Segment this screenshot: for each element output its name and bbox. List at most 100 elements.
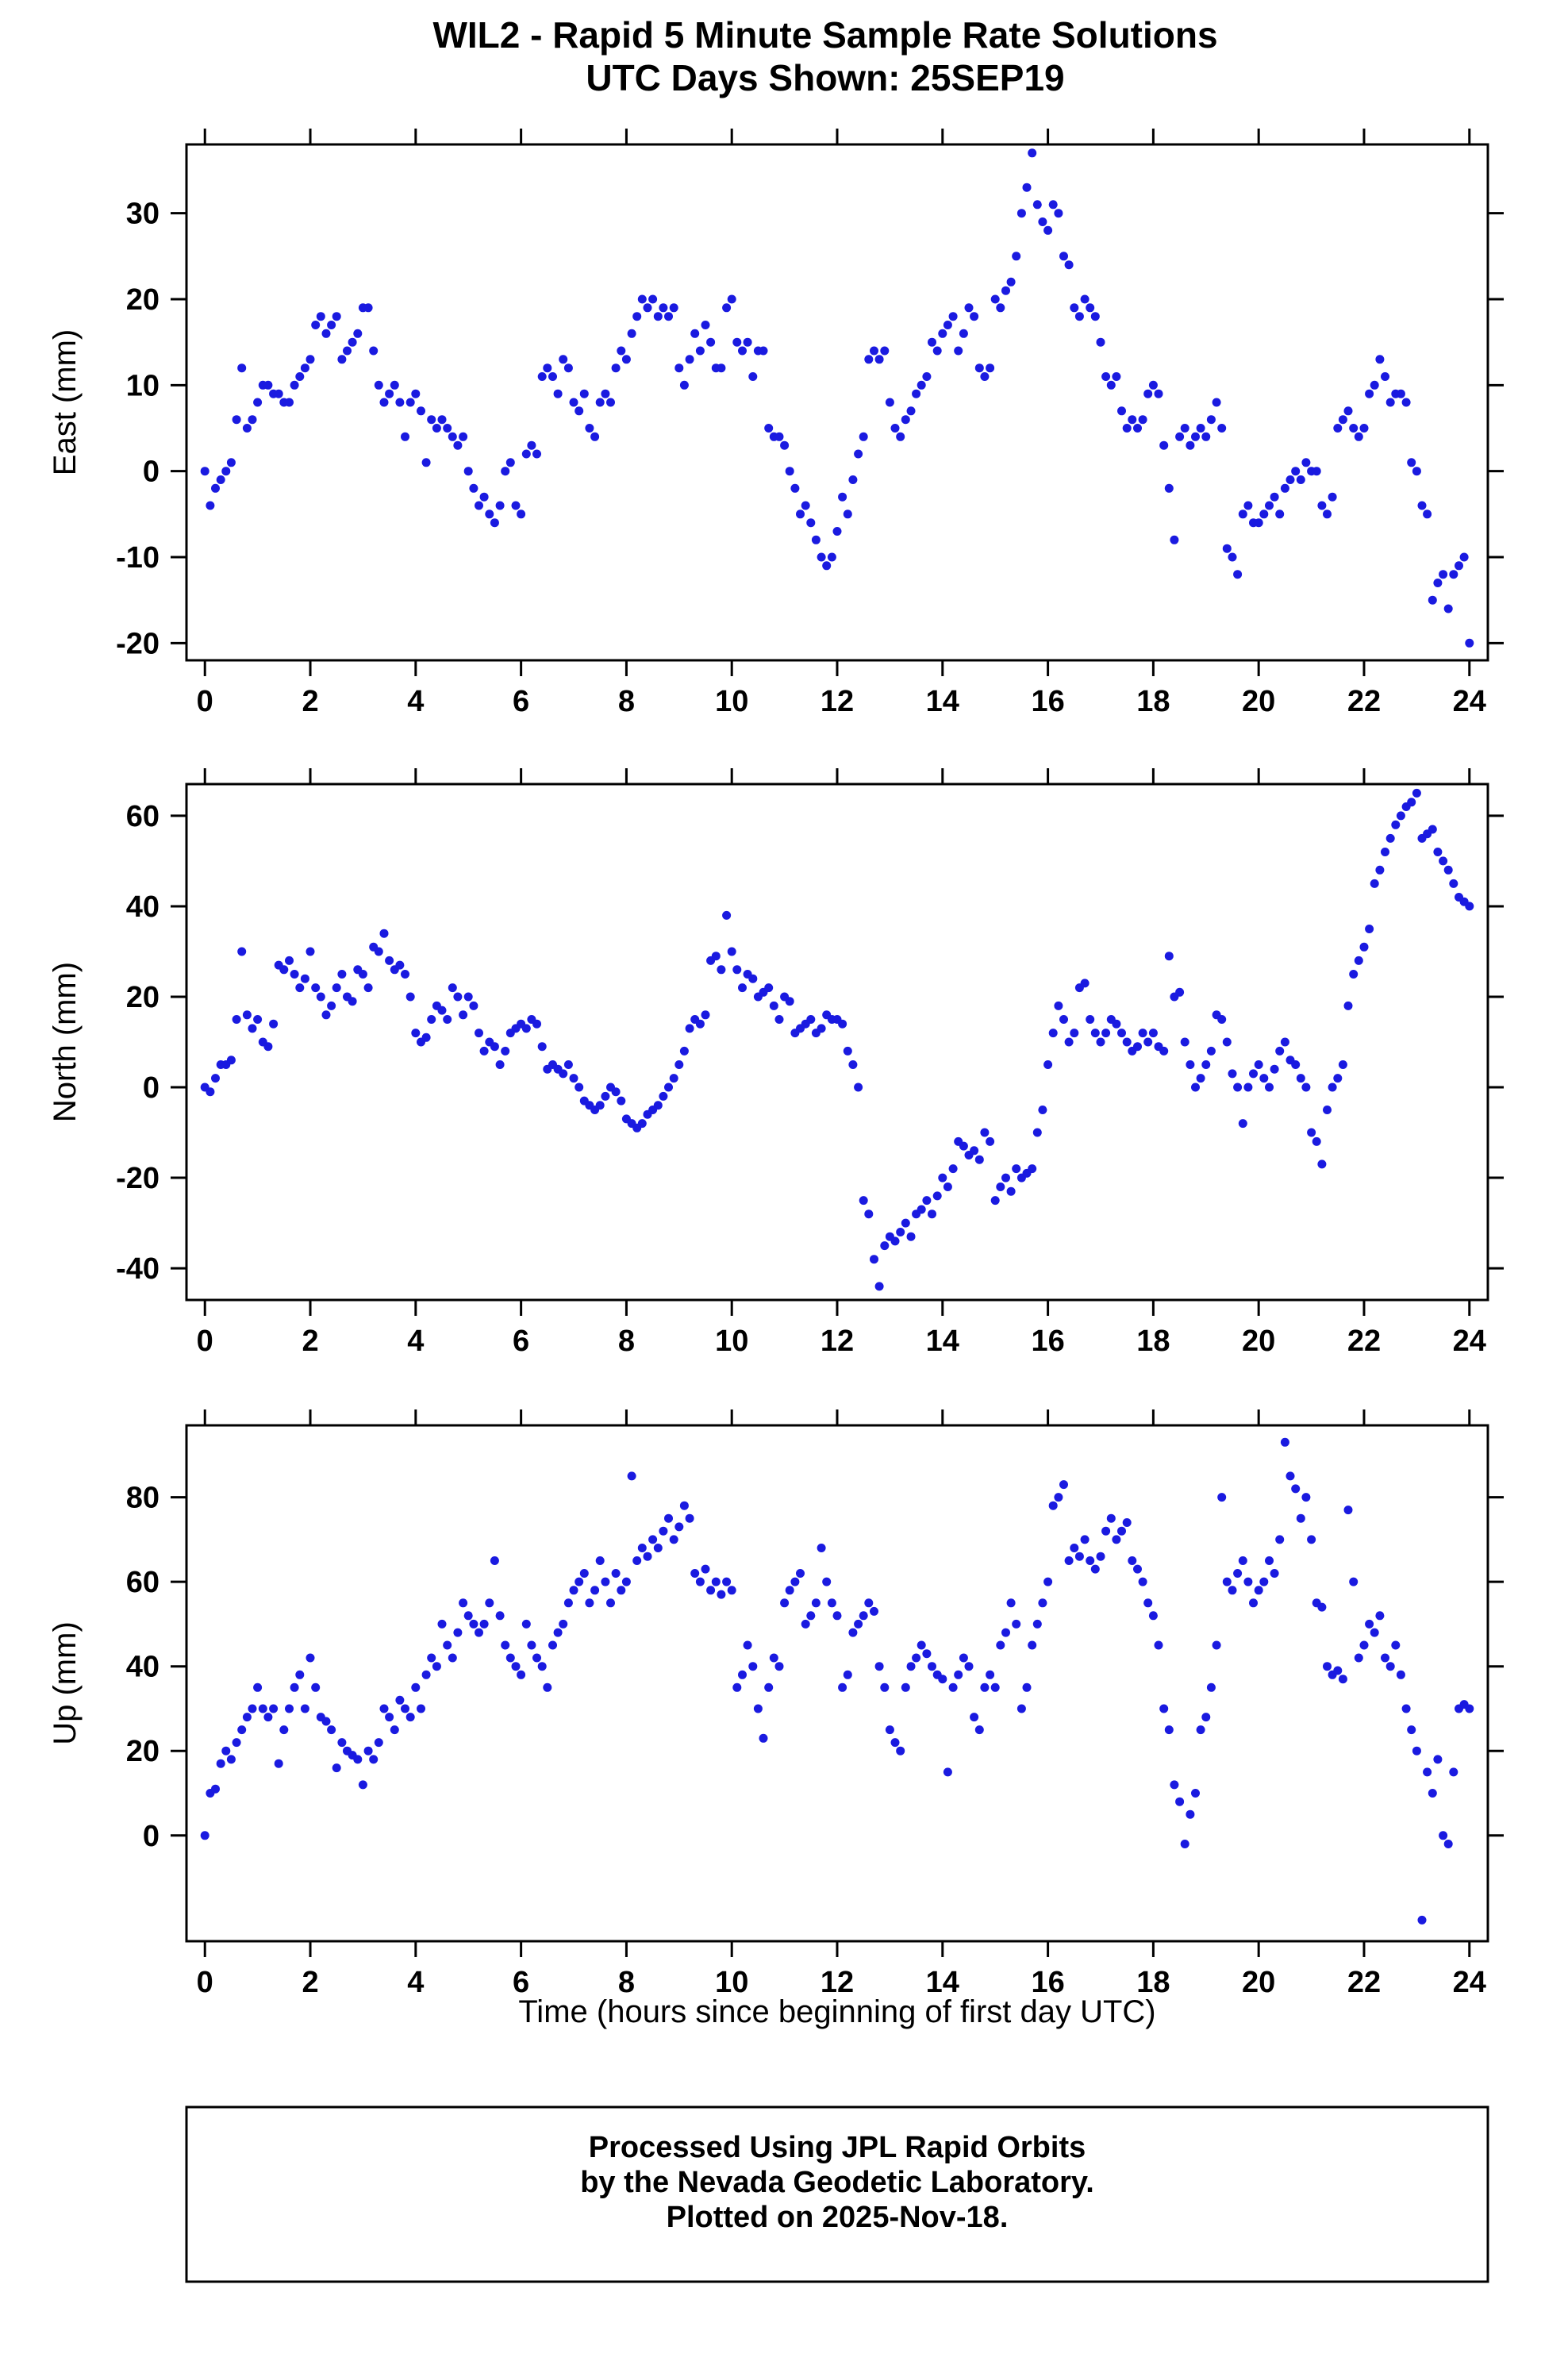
- data-point: [1365, 389, 1374, 398]
- data-point: [353, 1755, 363, 1764]
- data-point: [290, 380, 299, 390]
- data-point: [1354, 956, 1363, 965]
- data-point: [242, 1713, 252, 1722]
- data-point: [785, 997, 794, 1006]
- y-tick-label: 40: [126, 890, 159, 924]
- data-point: [1096, 337, 1105, 347]
- data-point: [216, 475, 225, 484]
- data-point: [1001, 1628, 1010, 1637]
- data-point: [938, 329, 947, 338]
- data-point: [1001, 1173, 1010, 1182]
- data-point: [590, 1586, 600, 1595]
- data-point: [1148, 380, 1158, 390]
- data-point: [859, 1611, 868, 1621]
- x-tick-label: 8: [618, 1966, 635, 1999]
- data-point: [1186, 440, 1195, 450]
- data-point: [1138, 1029, 1147, 1038]
- data-point: [437, 1619, 447, 1629]
- data-point: [379, 398, 389, 407]
- data-point: [832, 527, 842, 536]
- data-point: [928, 1662, 936, 1671]
- data-point: [980, 372, 990, 381]
- data-point: [1054, 1001, 1063, 1010]
- y-axis-label: East (mm): [48, 329, 83, 475]
- data-point: [780, 440, 790, 450]
- x-tick-label: 2: [302, 685, 318, 718]
- data-point: [327, 1725, 336, 1735]
- data-point: [1228, 1069, 1237, 1079]
- data-point: [1206, 1046, 1216, 1056]
- data-point: [659, 303, 668, 313]
- data-point: [1449, 879, 1458, 888]
- data-point: [1122, 424, 1132, 433]
- x-tick-label: 16: [1031, 1966, 1064, 1999]
- data-point: [1059, 252, 1068, 261]
- data-point: [395, 1695, 405, 1705]
- data-point: [801, 1619, 810, 1629]
- data-point: [890, 424, 900, 433]
- data-point: [970, 1146, 979, 1156]
- data-point: [764, 1682, 774, 1692]
- data-point: [806, 1015, 816, 1024]
- y-tick-label: -20: [116, 627, 159, 660]
- data-point: [1233, 570, 1243, 579]
- data-point: [1396, 389, 1405, 398]
- data-point: [311, 321, 321, 329]
- data-point: [1443, 865, 1453, 875]
- data-point: [1064, 1037, 1074, 1047]
- data-point: [864, 1598, 874, 1608]
- data-point: [827, 552, 836, 562]
- data-point: [358, 970, 367, 979]
- data-point: [1370, 879, 1379, 888]
- y-tick-label: 20: [126, 1735, 159, 1768]
- data-point: [1122, 1037, 1132, 1047]
- data-point: [1159, 1704, 1169, 1713]
- data-point: [316, 992, 325, 1002]
- data-point: [601, 1091, 610, 1101]
- data-point: [285, 956, 294, 965]
- data-point: [1196, 1074, 1205, 1083]
- data-point: [964, 1662, 974, 1671]
- x-tick-label: 6: [513, 1325, 529, 1358]
- data-point: [1349, 970, 1359, 979]
- data-point: [237, 363, 247, 373]
- data-point: [206, 1087, 215, 1097]
- y-tick-label: 20: [126, 283, 159, 317]
- data-point: [1412, 467, 1421, 476]
- x-tick-label: 14: [926, 685, 959, 718]
- data-point: [1433, 848, 1443, 856]
- data-point: [1059, 1480, 1068, 1490]
- data-point: [917, 1640, 926, 1650]
- data-point: [579, 389, 589, 398]
- y-tick-label: 80: [126, 1482, 159, 1515]
- x-tick-label: 22: [1347, 1325, 1381, 1358]
- data-point: [722, 1577, 732, 1586]
- data-point: [864, 355, 874, 364]
- data-point: [1128, 415, 1137, 425]
- data-point: [463, 467, 473, 476]
- data-point: [590, 432, 600, 441]
- data-point: [764, 424, 774, 433]
- data-point: [1175, 987, 1185, 997]
- data-point: [316, 312, 325, 321]
- data-point: [1032, 1619, 1042, 1629]
- data-point: [1043, 1060, 1053, 1069]
- data-point: [980, 1682, 990, 1692]
- data-point: [848, 475, 858, 484]
- data-point: [1159, 1046, 1169, 1056]
- data-point: [390, 1725, 399, 1735]
- data-point: [1017, 1704, 1026, 1713]
- data-point: [1164, 483, 1174, 493]
- data-point: [1296, 1074, 1305, 1083]
- data-point: [1080, 1535, 1090, 1544]
- data-point: [306, 1653, 315, 1663]
- data-point: [859, 432, 868, 441]
- y-tick-label: 60: [126, 800, 159, 833]
- data-point: [585, 1598, 594, 1608]
- data-point: [1359, 1640, 1369, 1650]
- data-point: [1012, 252, 1021, 261]
- data-point: [385, 956, 394, 965]
- data-point: [669, 1535, 678, 1544]
- x-tick-label: 24: [1453, 1966, 1486, 1999]
- x-tick-label: 2: [302, 1966, 318, 1999]
